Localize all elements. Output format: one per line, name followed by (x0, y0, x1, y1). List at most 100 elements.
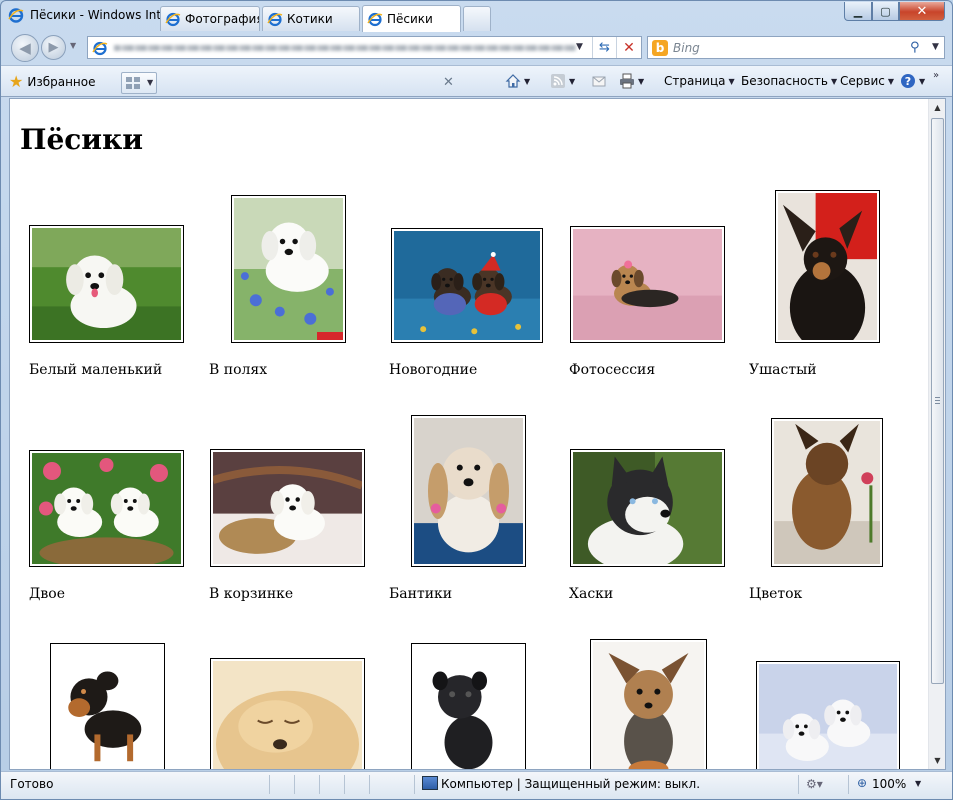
status-divider (319, 775, 320, 794)
close-button[interactable]: ✕ (899, 2, 945, 21)
tools-menu-dropdown-icon: ▼ (887, 76, 895, 86)
back-button[interactable]: ◀ (11, 34, 39, 62)
gallery-caption: Новогодние (389, 362, 478, 378)
search-icon[interactable]: ⚲ (910, 40, 920, 55)
gallery-thumbnail[interactable] (411, 415, 526, 567)
stop-icon: ✕ (623, 39, 635, 56)
gallery-thumbnail[interactable] (411, 643, 526, 769)
tab-cats[interactable]: Котики (262, 6, 360, 31)
safety-menu-label: Безопасность (741, 74, 828, 88)
forward-button[interactable]: ▶ (41, 35, 66, 60)
gallery-thumbnail[interactable] (590, 639, 707, 769)
dog-photo (573, 229, 722, 340)
minimize-button[interactable]: ▁ (844, 2, 872, 21)
scroll-down-arrow-icon[interactable]: ▼ (934, 756, 941, 765)
refresh-button[interactable]: ⇆ (592, 37, 616, 58)
feeds-dropdown[interactable]: ▼ (569, 76, 576, 86)
gallery-thumbnail[interactable] (210, 658, 365, 769)
ie-page-icon (267, 12, 283, 27)
gallery-caption: Белый маленький (29, 362, 163, 378)
home-icon (505, 74, 521, 88)
recent-pages-dropdown[interactable]: ▼ (70, 41, 77, 50)
tools-menu[interactable]: Сервис ▼ (840, 71, 894, 91)
help-icon: ? (901, 74, 915, 88)
address-dropdown[interactable]: ▼ (576, 42, 583, 52)
page-menu-label: Страница (664, 74, 726, 88)
quick-tabs-grid-icon (126, 77, 140, 89)
dog-photo (53, 646, 162, 769)
rss-feed-icon (551, 74, 565, 88)
help-dropdown[interactable]: ▼ (919, 76, 926, 86)
dog-photo (234, 198, 343, 340)
gallery-thumbnail[interactable] (570, 449, 725, 571)
gallery-thumbnail[interactable] (391, 228, 543, 343)
toolbar-overflow-chevron-icon[interactable]: » (933, 69, 940, 81)
page-viewport: Пёсики Белый маленький В полях (9, 98, 946, 770)
gallery-thumbnail[interactable] (50, 643, 165, 769)
forward-arrow-icon: ▶ (48, 40, 59, 55)
security-zone-text[interactable]: Компьютер | Защищенный режим: выкл. (441, 777, 701, 791)
home-button[interactable]: ▼ (505, 71, 530, 91)
gallery-thumbnail[interactable] (771, 418, 883, 567)
favorites-button[interactable]: ★ Избранное (9, 72, 96, 92)
tab-label: Пёсики (387, 12, 433, 26)
close-icon: ✕ (916, 3, 928, 19)
status-divider (294, 775, 295, 794)
gallery-caption: Двое (29, 586, 65, 602)
print-dropdown[interactable]: ▼ (638, 76, 645, 86)
gallery-thumbnail[interactable] (756, 661, 900, 769)
scroll-thumb[interactable] (931, 118, 944, 684)
zoom-level[interactable]: 100% (872, 777, 907, 791)
address-blurred-url (114, 45, 576, 51)
address-bar[interactable]: ▼ ⇆ ✕ (87, 36, 642, 59)
zoom-dropdown[interactable]: ▼ (915, 779, 922, 788)
scroll-up-arrow-icon[interactable]: ▲ (934, 103, 941, 112)
gallery-thumbnail[interactable] (29, 450, 184, 569)
home-dropdown[interactable]: ▼ (524, 76, 531, 86)
search-box[interactable]: b Bing ⚲ ▼ (647, 36, 945, 59)
zoom-magnifier-icon[interactable]: ⊕ (857, 776, 868, 790)
tab-label: Котики (287, 12, 333, 26)
dog-photo (573, 452, 722, 571)
dog-photo (32, 453, 181, 569)
search-input[interactable]: Bing (673, 41, 700, 55)
dog-photo (778, 193, 877, 352)
status-bar: Готово Компьютер | Защищенный режим: вык… (1, 771, 952, 799)
new-tab-button[interactable] (463, 6, 491, 31)
protected-mode-icon[interactable]: ⚙▾ (806, 777, 823, 791)
gallery-thumbnail[interactable] (210, 449, 365, 567)
page-menu[interactable]: Страница ▼ (664, 71, 735, 91)
gallery-thumbnail[interactable] (570, 226, 725, 343)
bing-icon: b (652, 40, 668, 56)
gallery-caption: В полях (209, 362, 268, 378)
help-button[interactable]: ? ▼ (900, 71, 925, 91)
tab-close-icon[interactable]: ✕ (443, 75, 454, 90)
print-button[interactable]: ▼ (619, 71, 644, 91)
ie-page-icon (165, 12, 181, 27)
tab-list-dropdown[interactable]: ▼ (147, 78, 154, 87)
stop-button[interactable]: ✕ (616, 37, 641, 58)
tab-dogs[interactable]: Пёсики (362, 5, 461, 32)
status-divider (369, 775, 370, 794)
maximize-button[interactable]: ▢ (872, 2, 899, 21)
quick-tabs-button[interactable]: ▼ (121, 72, 157, 94)
read-mail-button[interactable] (591, 71, 607, 91)
gallery-thumbnail[interactable] (231, 195, 346, 343)
favorites-star-icon: ★ (9, 72, 24, 91)
dog-photo (213, 661, 362, 769)
dog-photo (759, 664, 897, 769)
vertical-scrollbar[interactable]: ▲ ▼ (928, 99, 945, 769)
back-arrow-icon: ◀ (19, 39, 31, 57)
dog-photo (414, 646, 523, 769)
search-options-dropdown[interactable]: ▼ (932, 42, 939, 52)
tab-photo[interactable]: Фотография (160, 6, 260, 31)
status-divider (798, 775, 799, 794)
gallery-thumbnail[interactable] (29, 225, 184, 343)
gallery-thumbnail[interactable] (775, 190, 880, 352)
safety-menu[interactable]: Безопасность ▼ (741, 71, 837, 91)
minimize-icon: ▁ (853, 4, 863, 18)
dog-photo (394, 231, 540, 340)
svg-text:?: ? (905, 75, 911, 88)
feeds-button[interactable]: ▼ (550, 71, 575, 91)
